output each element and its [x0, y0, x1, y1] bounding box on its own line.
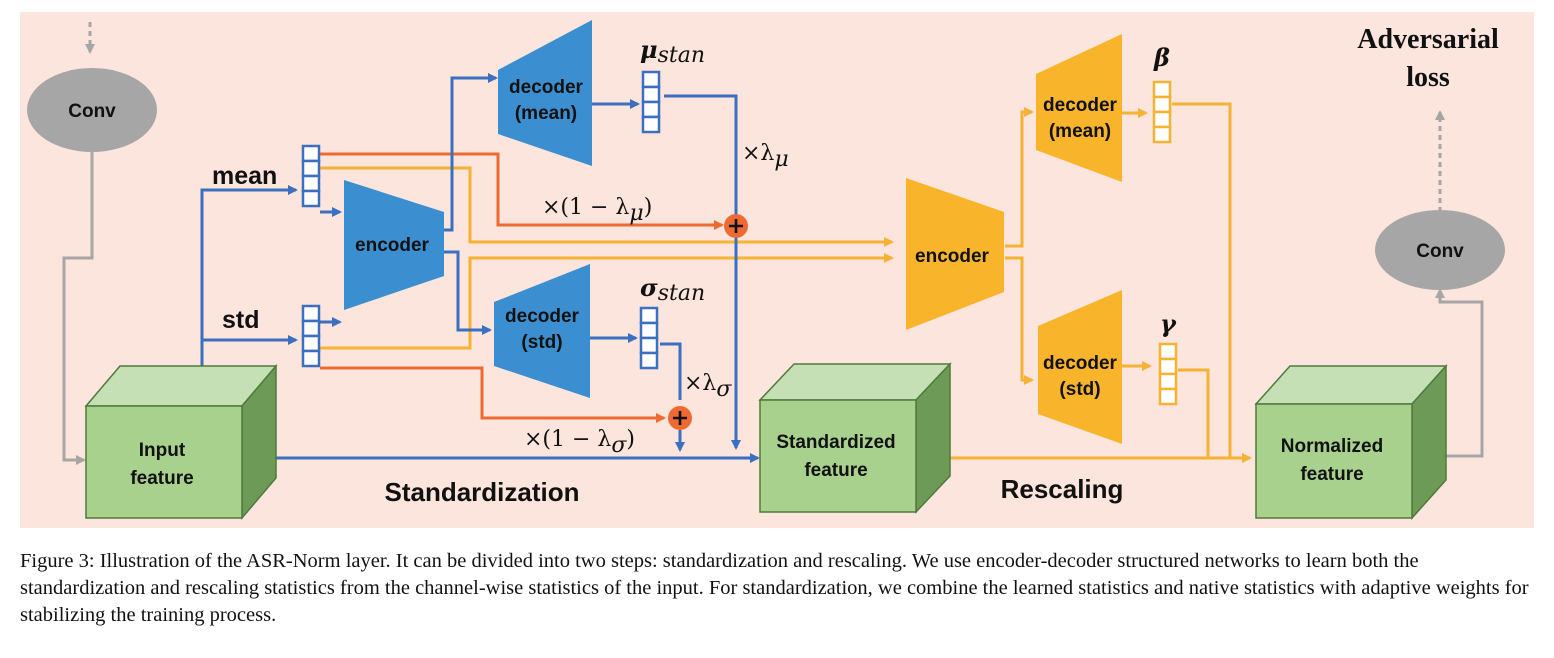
- encoder-orange-shape: [906, 178, 1004, 330]
- adversarial-loss-label-1: Adversarial: [1357, 24, 1499, 55]
- rescaling-label: Rescaling: [1001, 474, 1124, 504]
- figure-caption: Figure 3: Illustration of the ASR-Norm l…: [20, 550, 1529, 626]
- standardized-feature-label-1: Standardized: [776, 432, 895, 453]
- decoder-mean-orange-label-1: decoder: [1043, 95, 1118, 116]
- conv-top-node: [27, 68, 157, 152]
- blue-connections: [200, 73, 760, 463]
- asr-norm-diagram: Conv Conv: [20, 12, 1534, 528]
- plus-node-std: [668, 406, 692, 430]
- mean-vector: [301, 144, 321, 208]
- mean-label: mean: [212, 162, 277, 190]
- one-minus-lambda-mu-label: ×(1 − λμ): [542, 195, 652, 226]
- grey-connections: [62, 22, 1484, 465]
- normalized-feature-label-1: Normalized: [1281, 436, 1383, 457]
- encoder-orange-label: encoder: [915, 246, 990, 267]
- plus-node-mean: [724, 214, 748, 238]
- decoder-mean-blue-label-2: (mean): [515, 103, 577, 124]
- times-lambda-mu-label: ×λμ: [742, 141, 789, 172]
- red-connections: [320, 152, 724, 423]
- standardized-feature-label-2: feature: [804, 460, 867, 481]
- std-label: std: [222, 306, 260, 334]
- mu-stan-label: μstan: [640, 35, 705, 68]
- normalized-feature-label-2: feature: [1300, 464, 1363, 485]
- conv-top-label: Conv: [68, 101, 116, 122]
- sigma-stan-label: σstan: [640, 273, 705, 306]
- normalized-feature-cube: [1254, 364, 1448, 520]
- encoder-blue-shape: [344, 180, 444, 310]
- decoder-std-blue-shape: [494, 264, 590, 398]
- decoder-mean-orange-shape: [1036, 34, 1122, 182]
- beta-vector: [1152, 80, 1172, 144]
- decoder-mean-blue-label-1: decoder: [509, 77, 584, 98]
- times-lambda-sigma-label: ×λσ: [684, 371, 732, 402]
- decoder-mean-blue-shape: [498, 20, 592, 166]
- beta-label: β: [1153, 43, 1170, 72]
- gamma-label: γ: [1160, 309, 1177, 338]
- conv-right-label: Conv: [1416, 241, 1464, 262]
- decoder-mean-orange-label-2: (mean): [1049, 121, 1111, 142]
- decoder-std-orange-label-1: decoder: [1043, 353, 1118, 374]
- one-minus-lambda-sigma-label: ×(1 − λσ): [524, 427, 635, 458]
- standardized-feature-cube: [758, 362, 952, 514]
- yellow-connections: [320, 102, 1252, 463]
- decoder-std-orange-shape: [1038, 290, 1122, 444]
- encoder-blue-label: encoder: [355, 235, 430, 256]
- input-feature-cube: [84, 363, 278, 521]
- decoder-std-blue-label-2: (std): [521, 332, 562, 353]
- decoder-std-blue-label-1: decoder: [505, 306, 580, 327]
- standardization-label: Standardization: [384, 477, 579, 507]
- gamma-vector: [1158, 342, 1178, 406]
- mu-stan-vector: [641, 70, 661, 134]
- decoder-std-orange-label-2: (std): [1059, 379, 1100, 400]
- input-feature-label-1: Input: [139, 440, 186, 461]
- sigma-stan-vector: [639, 306, 659, 370]
- adversarial-loss-label-2: loss: [1406, 62, 1450, 93]
- conv-right-node: [1375, 210, 1505, 290]
- std-vector: [301, 304, 321, 368]
- input-feature-label-2: feature: [130, 468, 193, 489]
